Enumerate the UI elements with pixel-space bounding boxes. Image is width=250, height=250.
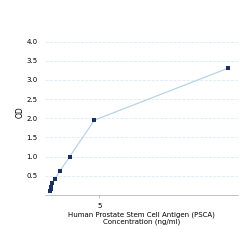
- Point: [48, 189, 52, 193]
- Y-axis label: OD: OD: [16, 106, 25, 118]
- Point: [226, 66, 230, 70]
- Point: [68, 155, 72, 159]
- X-axis label: Human Prostate Stem Cell Antigen (PSCA)
Concentration (ng/ml): Human Prostate Stem Cell Antigen (PSCA) …: [68, 212, 215, 226]
- Point: [48, 187, 52, 191]
- Point: [58, 169, 62, 173]
- Point: [92, 118, 96, 122]
- Point: [49, 185, 53, 189]
- Point: [53, 177, 57, 181]
- Point: [50, 182, 54, 186]
